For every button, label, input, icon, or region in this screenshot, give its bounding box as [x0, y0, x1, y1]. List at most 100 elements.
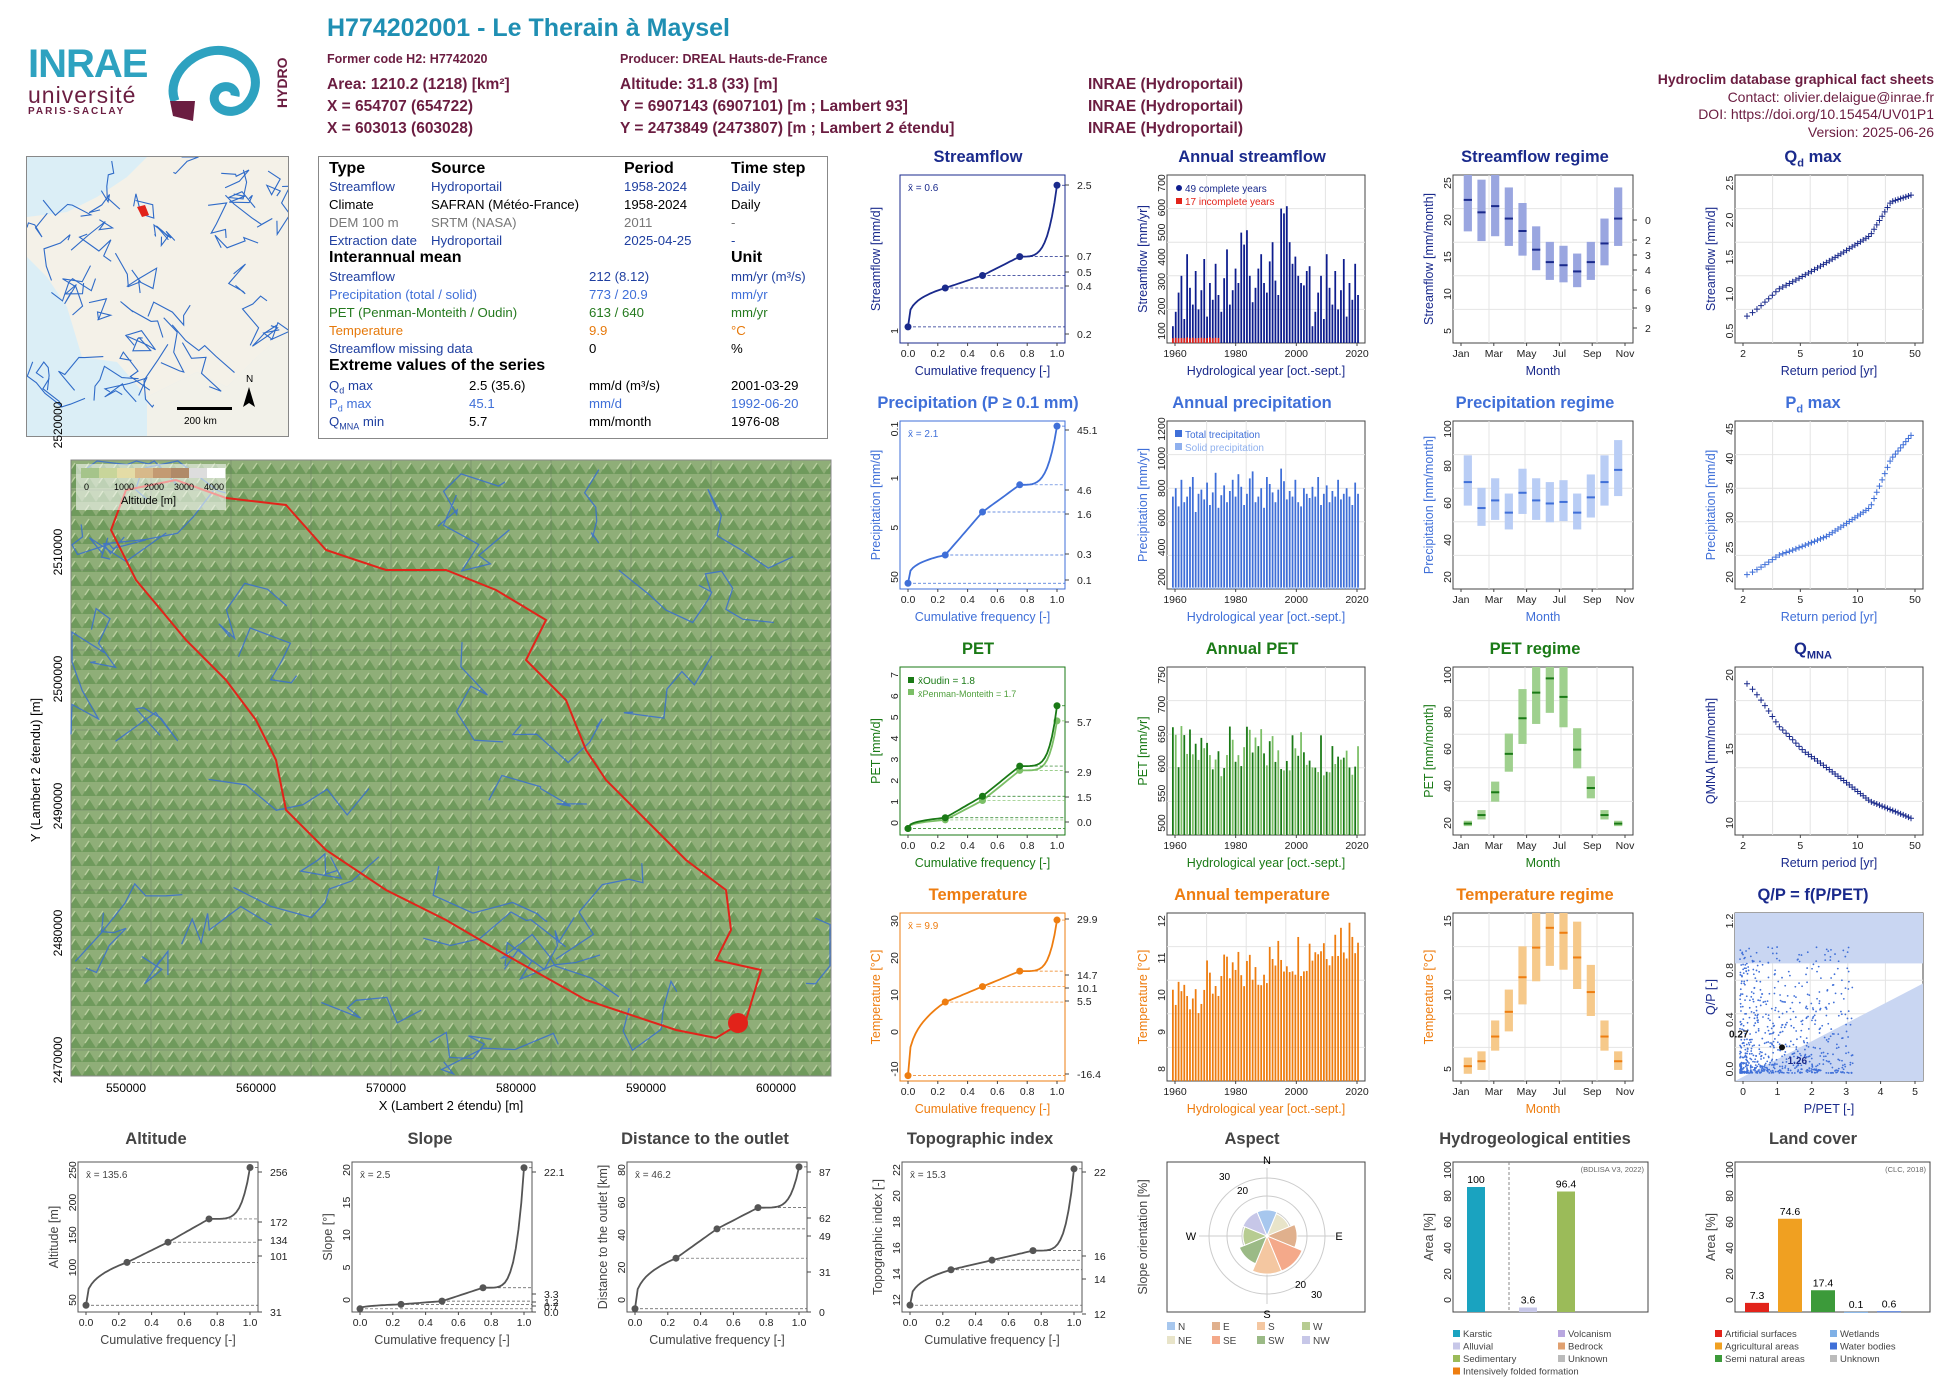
qp-point — [1806, 981, 1808, 984]
regime-box — [1463, 455, 1472, 506]
qp-point — [1744, 963, 1747, 966]
qp-point — [1843, 1063, 1846, 1066]
fr-river — [143, 344, 169, 408]
qp-point — [1795, 1046, 1798, 1048]
qp-point — [1832, 1001, 1835, 1004]
qp-point — [1744, 983, 1746, 986]
qp-point — [1837, 1014, 1840, 1017]
quantile-point — [1053, 181, 1061, 189]
qp-point — [1794, 1016, 1797, 1019]
y-tick-label: 40 — [616, 1229, 628, 1241]
right-tick-label: 0.7 — [544, 1301, 559, 1313]
annual-bar — [1214, 986, 1217, 1081]
hydrogeo-legend-box — [1453, 1355, 1460, 1362]
plot-frame — [899, 912, 1066, 1082]
annual-bar — [1197, 493, 1200, 589]
qp-point — [1785, 1058, 1788, 1061]
panel-ann_streamflow: Annual streamflow 1960 1980 2000 2020 100 200 3… — [1127, 148, 1377, 390]
y-axis-label: Streamflow [mm/yr] — [1136, 205, 1150, 313]
qp-point — [1774, 1006, 1777, 1009]
annual-bar — [1220, 776, 1223, 835]
qp-point — [1783, 1026, 1786, 1029]
annual-bar — [1217, 295, 1220, 343]
quantile-point — [479, 1284, 487, 1292]
return-point — [1873, 801, 1880, 808]
qp-point — [1740, 1063, 1742, 1066]
qp-point — [1773, 1067, 1776, 1070]
annual-bar — [1342, 259, 1345, 343]
qp-point — [1746, 1061, 1749, 1063]
y-tick-label: 80 — [1442, 1190, 1454, 1202]
qp-point — [1816, 1071, 1818, 1074]
annual-bar — [1345, 316, 1348, 343]
quantile-point — [904, 825, 912, 833]
qp-point — [1755, 1071, 1758, 1074]
annual-bar-secondary — [1271, 587, 1274, 589]
fr-river — [51, 278, 97, 302]
x-tick-label: 2 — [1809, 1086, 1815, 1098]
qp-point — [1753, 1024, 1756, 1027]
return-point — [1897, 444, 1904, 451]
aspect-legend-label: NE — [1178, 1336, 1192, 1347]
panel-temp: Temperature 0.0 0.2 0.4 0.6 0.8 1.0 -10 0 10 20 30 2… — [848, 886, 1108, 1128]
annual-bar — [1300, 506, 1302, 589]
qp-point — [1798, 960, 1801, 963]
right-tick-label: 1.6 — [1077, 509, 1092, 521]
aspect-ring-label: 20 — [1237, 1186, 1249, 1197]
x-tick-label: 2020 — [1345, 840, 1369, 852]
qp-point — [1739, 994, 1742, 997]
qp-point — [1812, 1068, 1815, 1071]
right-tick-label: 0.0 — [1077, 817, 1092, 829]
annual-bar — [1172, 989, 1174, 1081]
annual-bar — [1209, 505, 1211, 589]
qp-point — [1816, 970, 1818, 973]
annual-bar — [1200, 489, 1203, 589]
qp-point — [1754, 1064, 1757, 1067]
y-tick-label: 600 — [1156, 509, 1168, 527]
qp-point — [1831, 1032, 1834, 1035]
annual-bar — [1303, 971, 1305, 1081]
x-tick-label: 5 — [1797, 840, 1803, 852]
hydrogeo-legend-label: Unknown — [1568, 1354, 1608, 1365]
return-point — [1761, 561, 1768, 568]
y-tick-label: 40 — [1442, 780, 1454, 792]
fr-river — [160, 317, 185, 373]
y-tick-label: 9 — [1156, 1029, 1168, 1035]
qp-point — [1775, 957, 1778, 960]
qp-point — [1776, 1063, 1778, 1066]
qp-point — [1748, 947, 1751, 950]
return-point — [1889, 198, 1896, 205]
annual-bar — [1294, 256, 1297, 343]
regime-box — [1477, 179, 1486, 242]
annual-bar — [1283, 481, 1285, 589]
y-tick-label: 15 — [1442, 915, 1454, 927]
regime-box — [1532, 226, 1541, 271]
qp-point — [1752, 1060, 1754, 1063]
fr-river — [171, 324, 235, 374]
x-tick-label: May — [1517, 840, 1538, 852]
annual-bar — [1342, 757, 1345, 835]
qp-point — [1841, 1066, 1844, 1069]
regime-box — [1518, 946, 1527, 1005]
annual-bar-secondary — [1317, 587, 1320, 589]
y-tick-label: 1000 — [1156, 447, 1168, 471]
annual-bar-secondary — [1172, 338, 1174, 343]
panel-title: Annual streamflow — [1178, 148, 1326, 166]
x-tick-label: Nov — [1616, 1086, 1635, 1098]
mean-value: 9.9 — [589, 323, 608, 338]
annual-bar-secondary — [1320, 587, 1322, 589]
quantile-point — [988, 1256, 996, 1264]
y-tick-label: 60 — [1442, 497, 1454, 509]
return-point — [1895, 809, 1901, 816]
annual-bar — [1248, 954, 1251, 1081]
qp-point — [1795, 1048, 1798, 1051]
quantile-point — [205, 1215, 213, 1223]
annual-bar — [1291, 735, 1294, 835]
panel-title: QMNA — [1794, 640, 1832, 662]
return-point — [1895, 447, 1901, 454]
qp-point — [1801, 1071, 1803, 1074]
x-tick-label: 0.2 — [930, 594, 945, 606]
y-tick-label: 100 — [1442, 1161, 1454, 1179]
annual-bar — [1285, 966, 1288, 1081]
quantile-point — [397, 1300, 405, 1308]
